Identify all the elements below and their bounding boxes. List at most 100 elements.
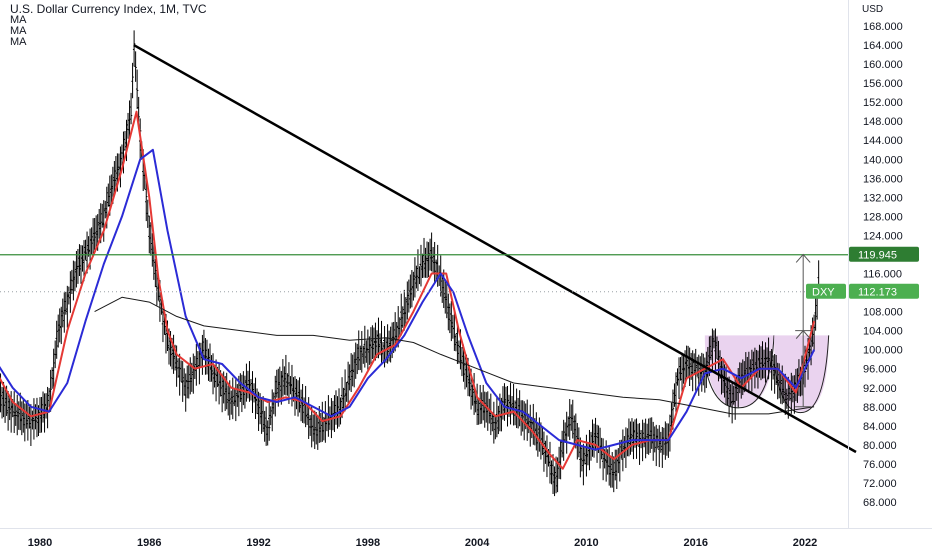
price-bar — [541, 426, 543, 455]
price-bar — [355, 343, 357, 379]
y-tick-label: 96.000 — [863, 364, 897, 376]
y-tick-label: 156.000 — [863, 78, 903, 90]
symbol-badge: DXY — [806, 284, 846, 299]
price-bar — [268, 399, 270, 440]
price-bar — [342, 388, 344, 409]
price-bar — [657, 429, 659, 450]
price-bar — [57, 315, 59, 348]
price-bar — [93, 218, 95, 250]
price-bar — [192, 354, 194, 394]
price-bar — [59, 308, 61, 342]
y-tick-label: 132.000 — [863, 192, 903, 204]
price-bar — [31, 411, 33, 430]
price-bar — [279, 367, 281, 400]
indicator-label-ma-1[interactable]: MA — [10, 15, 207, 26]
chart-title: U.S. Dollar Currency Index, 1M, TVC — [10, 4, 207, 15]
price-bar — [101, 204, 103, 228]
price-bar — [515, 389, 517, 428]
price-bar — [80, 245, 82, 284]
price-bar — [619, 440, 621, 481]
price-bar — [206, 340, 208, 375]
price-bar — [75, 251, 77, 287]
price-bar — [585, 435, 587, 477]
price-bar — [338, 388, 340, 426]
price-bar — [415, 266, 417, 289]
price-bar — [389, 327, 391, 363]
price-bar — [578, 427, 580, 457]
price-bar — [1, 387, 3, 419]
price-bar — [345, 382, 347, 402]
price-bar — [403, 290, 405, 331]
price-bar — [295, 379, 297, 409]
price-bar — [147, 200, 149, 228]
price-bar — [309, 415, 311, 436]
price-bar — [610, 457, 612, 488]
price-bar — [13, 391, 15, 433]
x-tick-label: 2010 — [574, 537, 598, 549]
price-bar — [180, 361, 182, 382]
y-tick-label: 152.000 — [863, 97, 903, 109]
price-bar — [695, 349, 697, 391]
y-tick-label: 164.000 — [863, 40, 903, 52]
price-bar — [370, 327, 372, 364]
price-bar — [69, 271, 71, 313]
price-bar — [479, 385, 481, 424]
price-bar — [647, 419, 649, 455]
price-bar — [432, 247, 434, 273]
price-bar — [335, 390, 337, 424]
price-bar — [497, 406, 499, 434]
price-bar — [646, 424, 648, 454]
price-bar — [285, 355, 287, 395]
price-bar — [526, 400, 528, 441]
price-bar — [260, 398, 262, 434]
y-tick-label: 84.000 — [863, 421, 897, 433]
price-bar — [550, 460, 552, 484]
price-bar — [326, 414, 328, 431]
price-bar — [294, 376, 296, 416]
price-bar — [344, 369, 346, 411]
price-bar — [266, 420, 268, 445]
price-bar — [420, 245, 422, 287]
price-bar — [33, 398, 35, 439]
price-bar — [484, 392, 486, 428]
price-bar — [658, 425, 660, 467]
price-bar — [464, 355, 466, 389]
price-bar — [28, 407, 30, 429]
price-bar — [289, 376, 291, 394]
price-bar — [81, 245, 83, 271]
price-bar — [185, 373, 187, 411]
y-tick-label: 128.000 — [863, 211, 903, 223]
price-bar — [134, 51, 136, 82]
price-bar — [543, 432, 545, 472]
price-bar — [314, 411, 316, 449]
price-bar — [92, 218, 94, 257]
y-tick-label: 80.000 — [863, 440, 897, 452]
x-tick-label: 2016 — [683, 537, 707, 549]
indicator-label-ma-2[interactable]: MA — [10, 26, 207, 37]
price-bar — [423, 238, 425, 278]
price-bar — [567, 416, 569, 436]
price-bar — [317, 415, 319, 449]
price-bar — [623, 436, 625, 458]
price-bar — [362, 346, 364, 364]
price-bar — [487, 391, 489, 431]
price-bar — [262, 396, 264, 432]
price-bar — [348, 364, 350, 390]
price-bar — [629, 421, 631, 454]
price-bar — [685, 346, 687, 380]
indicator-label-ma-3[interactable]: MA — [10, 37, 207, 48]
price-bar — [189, 357, 191, 394]
price-bar — [312, 415, 314, 442]
price-bar — [427, 242, 429, 277]
price-bar — [433, 242, 435, 283]
price-bar — [679, 357, 681, 381]
price-bar — [195, 344, 197, 386]
y-tick-label: 160.000 — [863, 59, 903, 71]
price-bar — [509, 383, 511, 425]
price-bar — [408, 280, 410, 313]
price-bar — [418, 264, 420, 284]
price-bar — [87, 236, 89, 256]
price-bar — [561, 431, 563, 458]
